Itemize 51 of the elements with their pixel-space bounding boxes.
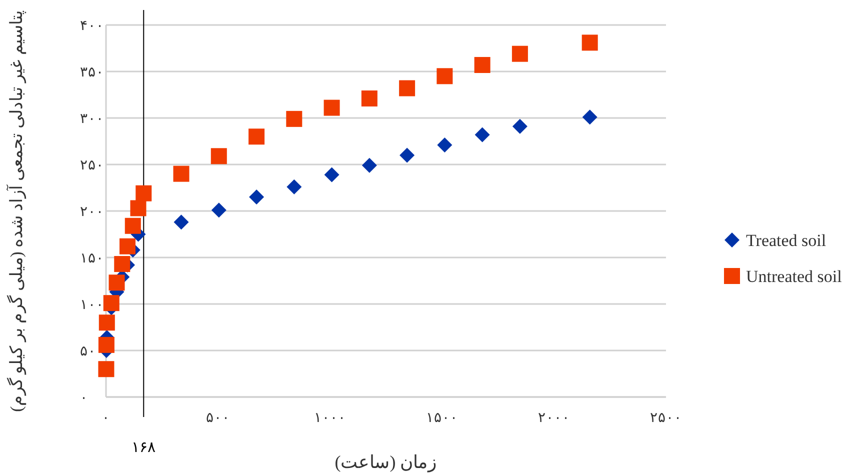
point xyxy=(361,90,378,106)
y-tick-label: ۴۰۰ xyxy=(80,19,104,34)
point xyxy=(324,100,340,116)
y-tick-label: ۳۰۰ xyxy=(80,112,104,127)
point xyxy=(286,179,302,194)
point xyxy=(474,127,490,142)
point xyxy=(249,190,264,205)
point xyxy=(210,148,227,164)
point xyxy=(436,68,453,84)
x-tick-label: ۵۰۰ xyxy=(206,411,230,426)
legend-label: Untreated soil xyxy=(746,267,842,286)
point xyxy=(437,137,452,152)
point xyxy=(120,238,136,254)
y-axis-title: پتاسیم غیر تبادلی تجمعی آزاد شده (میلی گرم بر کیلو گرم) xyxy=(5,10,27,412)
x-tick-label: ۲۵۰۰ xyxy=(650,411,682,426)
point xyxy=(98,361,114,378)
point xyxy=(512,118,528,134)
y-tick-label: ۱۰۰ xyxy=(80,298,104,313)
point xyxy=(124,218,141,234)
point xyxy=(248,128,265,145)
point xyxy=(98,314,115,331)
point xyxy=(582,34,598,51)
point xyxy=(98,336,114,353)
point xyxy=(512,46,528,62)
y-tick-label: ۱۵۰ xyxy=(80,252,104,266)
x-tick-label: ۱۰۰۰ xyxy=(314,411,346,426)
ref-line-label: ۱۶۸ xyxy=(132,440,156,456)
point xyxy=(136,185,152,202)
y-tick-label: ۰ xyxy=(80,391,88,406)
x-tick-label: ۱۵۰۰ xyxy=(426,411,458,426)
point xyxy=(474,56,490,73)
y-tick-label: ۳۵۰ xyxy=(80,66,104,80)
point xyxy=(324,167,340,182)
point xyxy=(400,148,415,163)
x-axis-title: زمان (ساعت) xyxy=(334,452,438,473)
y-tick-label: ۲۰۰ xyxy=(80,205,104,220)
x-tick-label: ۲۰۰۰ xyxy=(538,411,570,426)
y-tick-label: ۲۵۰ xyxy=(80,158,104,174)
point xyxy=(114,256,130,272)
point xyxy=(399,80,416,96)
point xyxy=(130,200,146,216)
point xyxy=(173,166,190,182)
point xyxy=(211,202,226,218)
point xyxy=(108,274,125,291)
point xyxy=(582,110,598,125)
legend-label: Treated soil xyxy=(746,231,826,250)
point xyxy=(103,295,120,312)
point xyxy=(362,158,377,173)
point xyxy=(286,110,302,127)
y-tick-label: ۵۰ xyxy=(80,344,96,360)
point xyxy=(174,214,189,230)
